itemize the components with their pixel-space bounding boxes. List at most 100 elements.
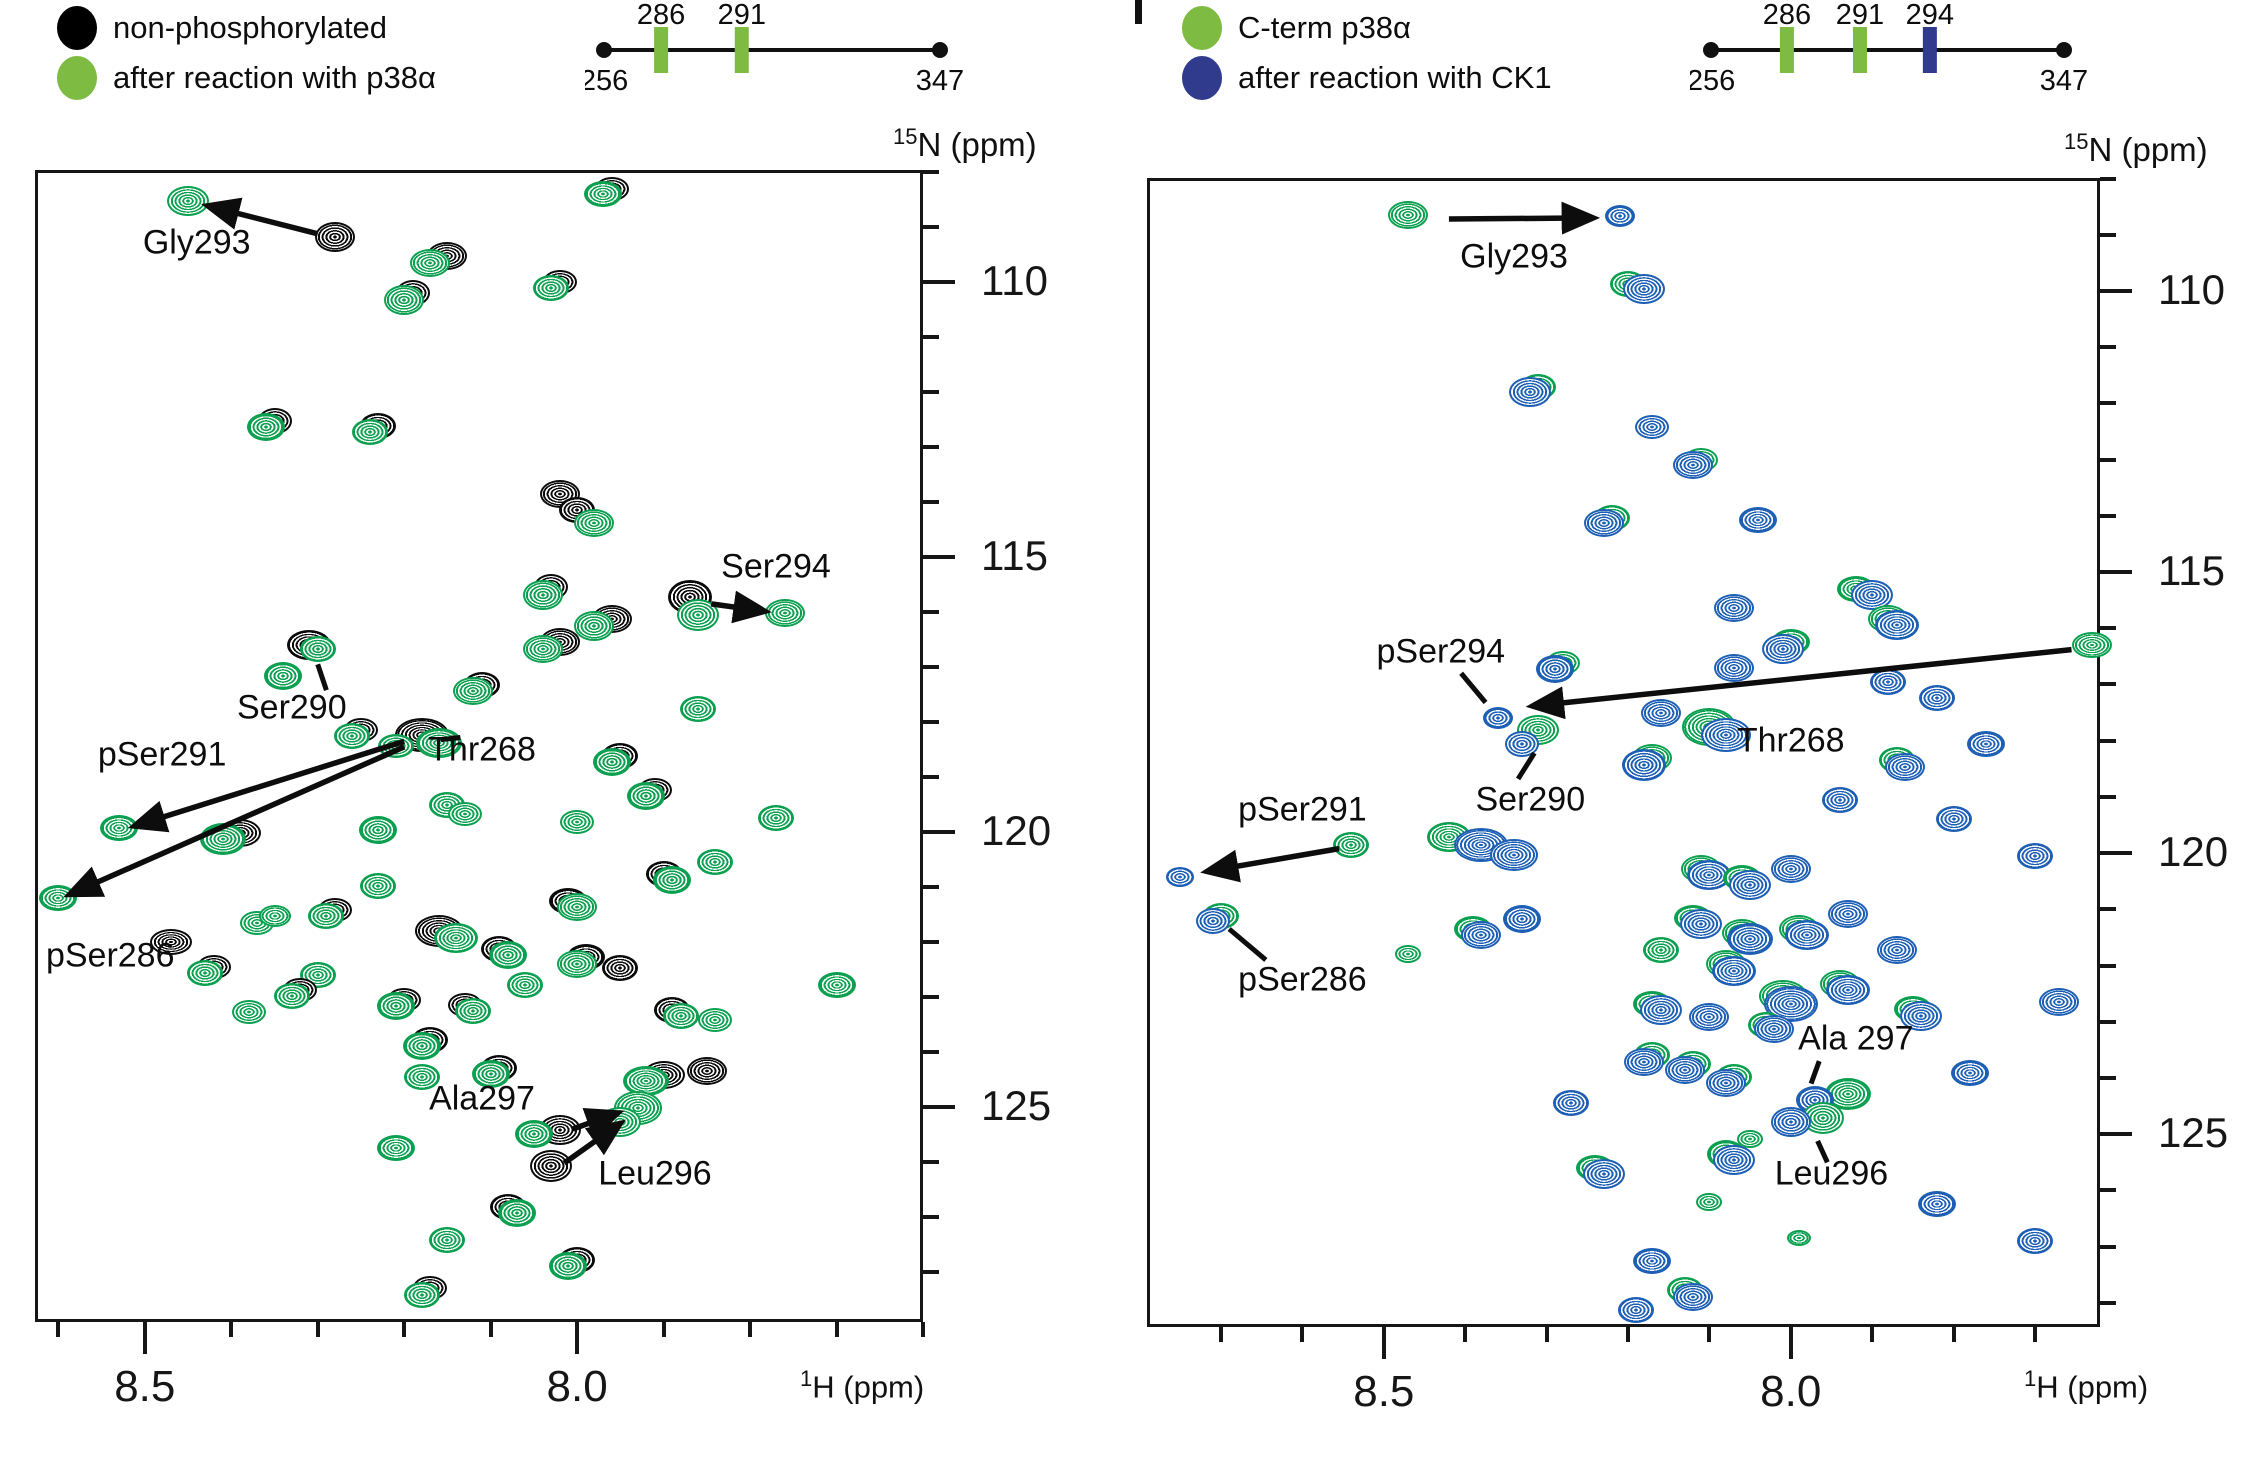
- construct-start-number: 256: [1690, 65, 1735, 97]
- peak-contour-green: [264, 661, 303, 690]
- x-axis-tick: [1625, 1327, 1630, 1342]
- x-axis-tick: [2032, 1327, 2037, 1342]
- peak-contour-green: [246, 412, 285, 441]
- site-number: 291: [718, 2, 766, 31]
- site-number: 286: [1763, 2, 1811, 31]
- y-axis-tick: [923, 445, 939, 450]
- peak-contour-green: [199, 823, 246, 856]
- peak-label-pser286: pSer286: [1238, 960, 1367, 999]
- peak-contour-blue: [1624, 1047, 1665, 1076]
- peak-label-ser290: Ser290: [236, 688, 347, 727]
- y-axis-tick: [2100, 794, 2116, 799]
- peak-contour-blue: [1640, 698, 1681, 727]
- peak-contour-green: [187, 959, 224, 986]
- peak-contour-green: [258, 904, 291, 927]
- peak-contour-blue: [1553, 1090, 1589, 1117]
- y-axis-tick: [2100, 345, 2116, 350]
- x-axis-tick: [661, 1322, 666, 1337]
- y-axis-tick: [923, 940, 939, 945]
- peak-contour-blue: [1689, 1003, 1730, 1032]
- y-tick-label: 120: [981, 807, 1052, 855]
- legend-label: non-phosphorylated: [113, 10, 388, 45]
- peak-contour-blue: [1503, 905, 1542, 934]
- peak-contour-green: [514, 1120, 553, 1149]
- legend-swatch-icon: [1182, 56, 1222, 100]
- peak-label-thr268: Thr268: [1736, 721, 1845, 760]
- y-axis-tick: [2100, 232, 2116, 237]
- peak-label-ser290: Ser290: [1475, 780, 1586, 819]
- site-number: 286: [637, 2, 685, 31]
- y-axis-tick: [2100, 288, 2132, 293]
- peak-contour-blue: [1705, 1069, 1746, 1098]
- legend-label: C-term p38α: [1238, 10, 1411, 45]
- peak-contour-green: [662, 1003, 699, 1030]
- x-axis-tick: [229, 1322, 234, 1337]
- y-axis-tick: [2100, 1244, 2116, 1249]
- y-axis-title: 15N (ppm): [2064, 129, 2208, 168]
- peak-contour-green: [403, 1063, 440, 1090]
- peak-contour-blue: [1761, 633, 1804, 664]
- peak-contour-blue: [1919, 684, 1956, 711]
- peak-contour-green: [497, 1199, 536, 1228]
- peak-label-ser294: Ser294: [721, 547, 831, 586]
- x-axis-tick: [1300, 1327, 1305, 1342]
- peak-contour-blue: [1583, 509, 1624, 538]
- x-tick-label: 8.5: [1353, 1367, 1415, 1416]
- x-axis-title: 1H (ppm): [800, 1366, 925, 1405]
- y-axis-tick: [923, 1104, 955, 1109]
- peak-contour-blue: [1166, 866, 1195, 887]
- peak-contour-green: [698, 1008, 733, 1033]
- peak-contour-green: [402, 1031, 441, 1060]
- y-axis-tick: [2100, 626, 2116, 631]
- peak-contour-green: [584, 181, 623, 208]
- peak-label-leu296: Leu296: [598, 1154, 712, 1193]
- x-axis-tick: [142, 1322, 147, 1354]
- legend-label: after reaction with p38α: [113, 60, 436, 95]
- peak-label-pser286: pSer286: [45, 936, 175, 975]
- peak-contour-green: [560, 810, 595, 835]
- peak-contour-green: [557, 892, 598, 921]
- y-axis-tick: [2100, 401, 2116, 406]
- peak-contour-green: [758, 805, 794, 832]
- peak-contour-black: [686, 1057, 727, 1086]
- peak-contour-green: [99, 815, 138, 842]
- x-axis-tick: [1707, 1327, 1712, 1342]
- y-axis-tick: [923, 1214, 939, 1219]
- peak-contour-blue: [1870, 668, 1907, 695]
- construct-start-number: 256: [585, 65, 628, 97]
- peak-contour-green: [360, 872, 397, 899]
- legend-swatch-icon: [57, 56, 97, 100]
- peak-contour-green: [447, 802, 482, 827]
- y-axis-tick: [2100, 907, 2116, 912]
- peak-contour-blue: [1821, 786, 1858, 813]
- peak-contour-blue: [1618, 1296, 1655, 1323]
- y-axis-tick: [2100, 963, 2116, 968]
- peak-contour-green: [167, 185, 210, 216]
- peak-contour-blue: [1712, 1145, 1755, 1176]
- legend-label: after reaction with CK1: [1238, 60, 1552, 95]
- y-axis-tick: [923, 995, 939, 1000]
- spectrum-plot-area-right: [1147, 178, 2100, 1327]
- peak-contour-blue: [2016, 842, 2053, 869]
- peak-contour-blue: [1785, 920, 1830, 951]
- peak-contour-blue: [1604, 205, 1635, 228]
- peak-label-thr268: Thr268: [428, 730, 536, 769]
- peak-contour-black: [149, 929, 192, 956]
- x-axis-tick: [1788, 1327, 1793, 1359]
- peak-contour-green: [549, 1251, 588, 1280]
- y-axis-tick: [2100, 457, 2116, 462]
- peak-contour-black: [315, 222, 356, 253]
- x-axis-tick: [1219, 1327, 1224, 1342]
- y-axis-tick: [923, 665, 939, 670]
- peak-contour-green: [351, 419, 388, 446]
- x-axis-tick: [315, 1322, 320, 1337]
- y-axis-tick: [923, 500, 939, 505]
- peak-contour-blue: [1876, 935, 1917, 964]
- site-number: 294: [1906, 2, 1954, 31]
- y-axis-tick: [2100, 1132, 2132, 1137]
- y-axis-tick: [923, 280, 955, 285]
- y-axis-tick: [923, 390, 939, 395]
- y-tick-label: 120: [2158, 828, 2229, 876]
- construct-svg: 286 291 294 256 347: [1690, 2, 2088, 97]
- legend-swatch-icon: [57, 6, 97, 50]
